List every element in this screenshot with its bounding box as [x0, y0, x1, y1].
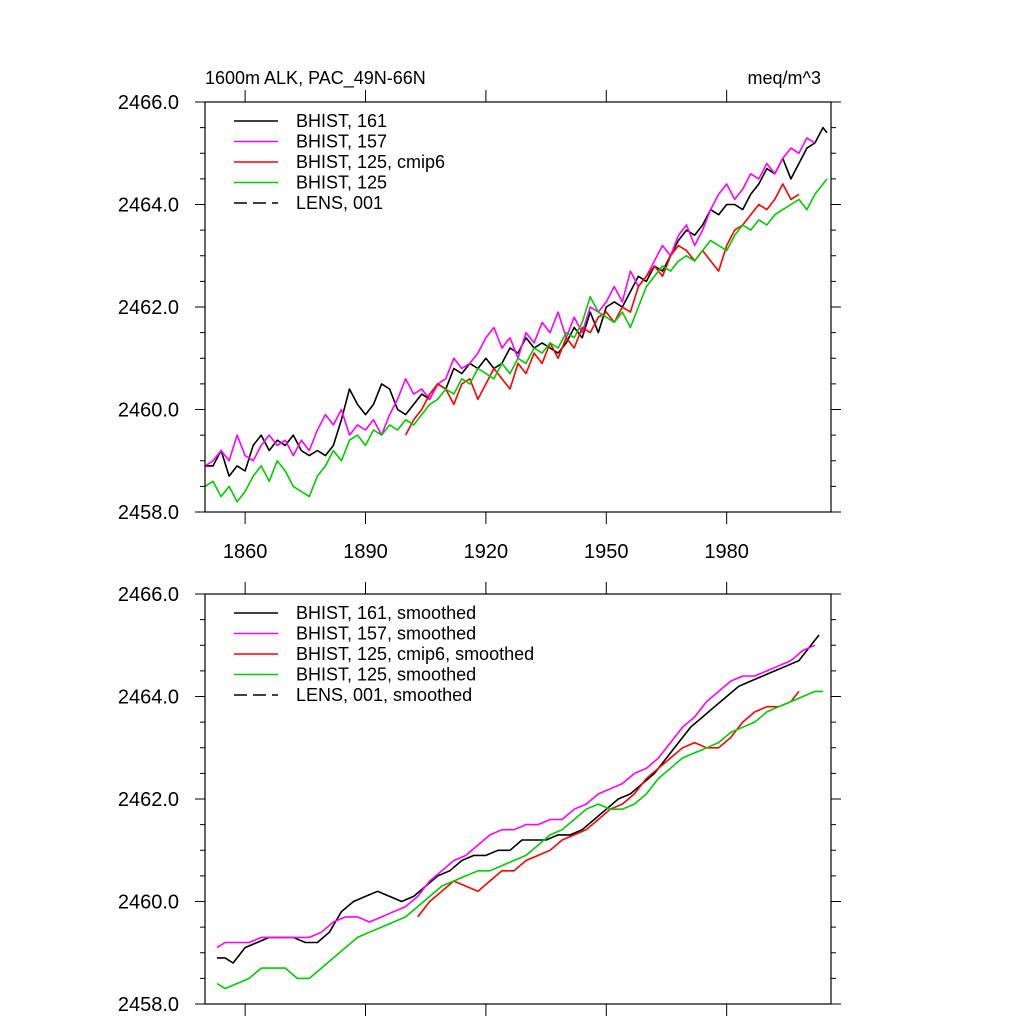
legend-label: LENS, 001, smoothed — [296, 685, 472, 705]
legend-label: BHIST, 125, smoothed — [296, 665, 476, 685]
chart-panel-1: 1860 1890 1920 1950 1980 2458.0 2460.0 2462.0 24… — [118, 68, 841, 563]
y-tick-label: 2466.0 — [118, 584, 179, 606]
units-label: meq/m^3 — [748, 68, 821, 88]
legend-label: BHIST, 157 — [296, 132, 387, 152]
chart-panel-2: 2458.0 2460.0 2462.0 2464.0 2466.0 BHIST, 161… — [118, 582, 841, 1016]
legend-label: BHIST, 125 — [296, 173, 387, 193]
legend-label: LENS, 001 — [296, 193, 383, 213]
x-tick-label: 1950 — [584, 541, 629, 563]
legend-label: BHIST, 157, smoothed — [296, 624, 476, 644]
chart-title: 1600m ALK, PAC_49N-66N — [205, 68, 426, 89]
y-tick-label: 2460.0 — [118, 400, 179, 422]
x-tick-label: 1920 — [464, 541, 509, 563]
y-tick-label: 2464.0 — [118, 195, 179, 217]
y-tick-label: 2458.0 — [118, 502, 179, 524]
series-line — [404, 183, 800, 436]
legend-label: BHIST, 161, smoothed — [296, 603, 476, 623]
legend-label: BHIST, 161 — [296, 111, 387, 131]
x-tick-label: 1890 — [343, 541, 388, 563]
series-line — [217, 634, 820, 964]
y-tick-label: 2462.0 — [118, 297, 179, 319]
x-tick-label: 1860 — [223, 541, 268, 563]
y-tick-label: 2460.0 — [118, 892, 179, 914]
y-tick-label: 2466.0 — [118, 92, 179, 114]
y-tick-label: 2458.0 — [118, 994, 179, 1016]
legend-label: BHIST, 125, cmip6 — [296, 152, 445, 172]
series-line — [216, 690, 823, 990]
series-line — [205, 137, 816, 467]
series-line — [417, 690, 800, 918]
x-tick-label: 1980 — [704, 541, 749, 563]
legend-label: BHIST, 125, cmip6, smoothed — [296, 644, 534, 664]
y-tick-label: 2464.0 — [118, 687, 179, 709]
series-line — [205, 126, 828, 477]
series-line — [216, 644, 816, 949]
y-tick-label: 2462.0 — [118, 789, 179, 811]
series-line — [205, 178, 828, 503]
